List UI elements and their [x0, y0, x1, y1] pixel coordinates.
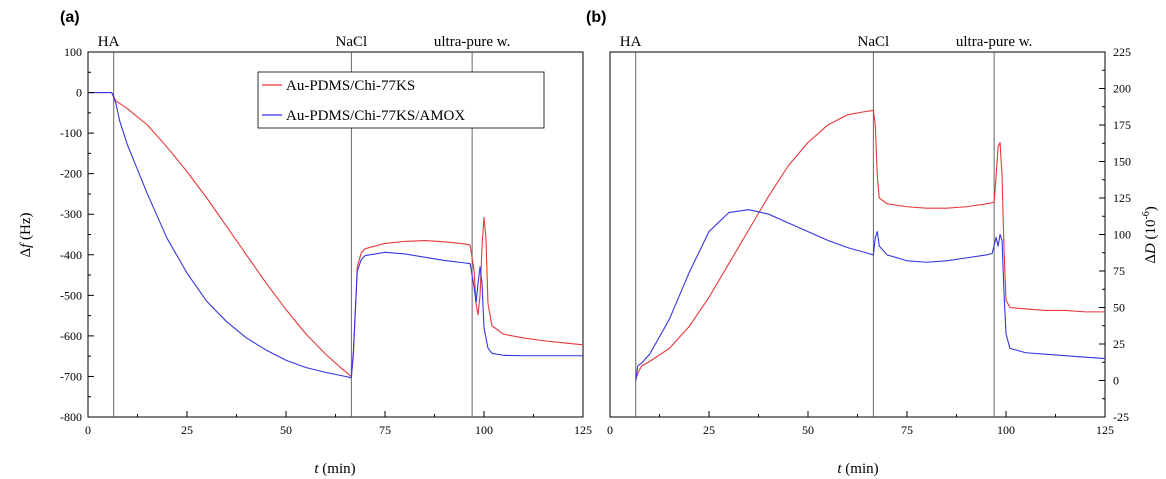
- x-tick-label: 75: [901, 423, 913, 437]
- series-line-blue: [635, 209, 1106, 381]
- x-ticks-b: 0 25 50 75 100 125: [607, 411, 1114, 437]
- event-label-1: NaCl: [858, 34, 890, 50]
- x-tick-label: 100: [475, 423, 493, 437]
- event-label-1: NaCl: [336, 34, 368, 50]
- y-tick-label: -800: [60, 410, 82, 424]
- y-ticks-b: 225 200 175 150 125 100 75 50 25 0 -25: [1099, 45, 1131, 424]
- x-tick-label: 75: [379, 423, 391, 437]
- y-axis-label-a: Δf (Hz): [18, 212, 34, 257]
- series-group-b: [635, 109, 1106, 381]
- x-tick-label: 25: [703, 423, 715, 437]
- panel-a: HA NaCl ultra-pure w. 0 25 50 75 100 125 100 0 -1…: [18, 9, 592, 477]
- event-label-2: ultra-pure w.: [434, 34, 511, 50]
- y-tick-label: -100: [60, 126, 82, 140]
- y-axis-label-b: ΔD (10-6): [1141, 206, 1159, 264]
- x-tick-label: 50: [280, 423, 292, 437]
- series-line-blue: [88, 92, 583, 379]
- x-axis-label-a: t (min): [314, 461, 355, 477]
- y-tick-label: -25: [1113, 410, 1129, 424]
- event-label-2: ultra-pure w.: [956, 34, 1033, 50]
- y-tick-label: 0: [1113, 374, 1119, 388]
- event-lines-a: HA NaCl ultra-pure w.: [98, 34, 511, 417]
- legend-entry-1: Au-PDMS/Chi-77KS/AMOX: [286, 108, 465, 124]
- x-tick-label: 0: [607, 423, 613, 437]
- event-label-0: HA: [620, 34, 642, 50]
- y-tick-label: 25: [1113, 337, 1125, 351]
- y-tick-label: -200: [60, 167, 82, 181]
- panel-label-b: (b): [586, 9, 606, 26]
- y-tick-label: -600: [60, 329, 82, 343]
- y-tick-label: -700: [60, 369, 82, 383]
- x-ticks-a: 0 25 50 75 100 125: [85, 411, 592, 437]
- x-tick-label: 100: [997, 423, 1015, 437]
- y-tick-label: 225: [1113, 45, 1131, 59]
- series-line-red: [635, 109, 1105, 381]
- y-ticks-a: 100 0 -100 -200 -300 -400 -500 -600 -700 -800: [60, 45, 94, 424]
- legend-entry-0: Au-PDMS/Chi-77KS: [286, 78, 415, 94]
- y-tick-label: 0: [76, 86, 82, 100]
- panel-b: HA NaCl ultra-pure w. 0 25 50 75 100 125 225 200…: [586, 9, 1159, 477]
- y-tick-label: 100: [64, 45, 82, 59]
- event-label-0: HA: [98, 34, 120, 50]
- series-line-red: [88, 92, 584, 377]
- x-tick-label: 125: [1096, 423, 1114, 437]
- y-tick-label: 50: [1113, 301, 1125, 315]
- y-tick-label: -500: [60, 288, 82, 302]
- y-tick-label: 175: [1113, 118, 1131, 132]
- y-tick-label: 200: [1113, 82, 1131, 96]
- legend-box: [257, 71, 545, 129]
- x-tick-label: 50: [802, 423, 814, 437]
- legend: Au-PDMS/Chi-77KS Au-PDMS/Chi-77KS/AMOX: [257, 71, 545, 129]
- series-group-a: [88, 92, 584, 379]
- plot-frame-b: [609, 51, 1106, 418]
- y-tick-label: -300: [60, 207, 82, 221]
- y-tick-label: 100: [1113, 228, 1131, 242]
- y-tick-label: 150: [1113, 155, 1131, 169]
- x-tick-label: 25: [181, 423, 193, 437]
- x-tick-label: 125: [574, 423, 592, 437]
- x-axis-label-b: t (min): [837, 461, 878, 477]
- y-tick-label: 125: [1113, 191, 1131, 205]
- x-tick-label: 0: [85, 423, 91, 437]
- event-lines-b: HA NaCl ultra-pure w.: [620, 34, 1033, 417]
- y-tick-label: 75: [1113, 264, 1125, 278]
- panel-label-a: (a): [60, 9, 80, 26]
- y-tick-label: -400: [60, 248, 82, 262]
